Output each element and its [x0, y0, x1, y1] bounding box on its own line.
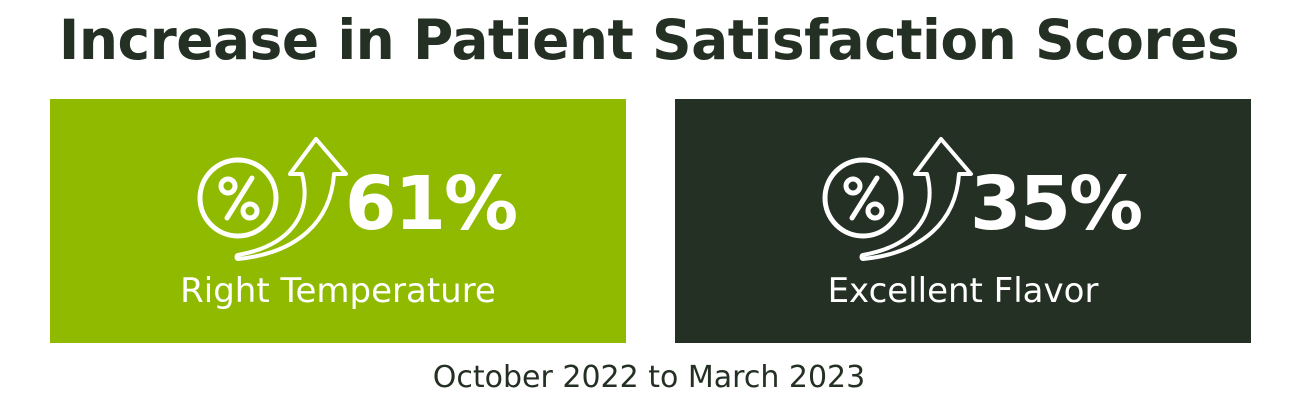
stat-label: Excellent Flavor — [827, 271, 1099, 311]
page-title: Increase in Patient Satisfaction Scores — [58, 8, 1240, 72]
stat-label: Right Temperature — [180, 271, 496, 311]
percent-growth-arrow-icon — [197, 137, 348, 261]
stat-card-flavor: 35% Excellent Flavor — [675, 99, 1251, 343]
stat-value: 35% — [970, 161, 1143, 247]
stat-card-temperature: 61% Right Temperature — [50, 99, 626, 343]
date-range: October 2022 to March 2023 — [432, 360, 866, 395]
percent-growth-arrow-icon — [822, 137, 973, 261]
stat-value: 61% — [345, 161, 518, 247]
